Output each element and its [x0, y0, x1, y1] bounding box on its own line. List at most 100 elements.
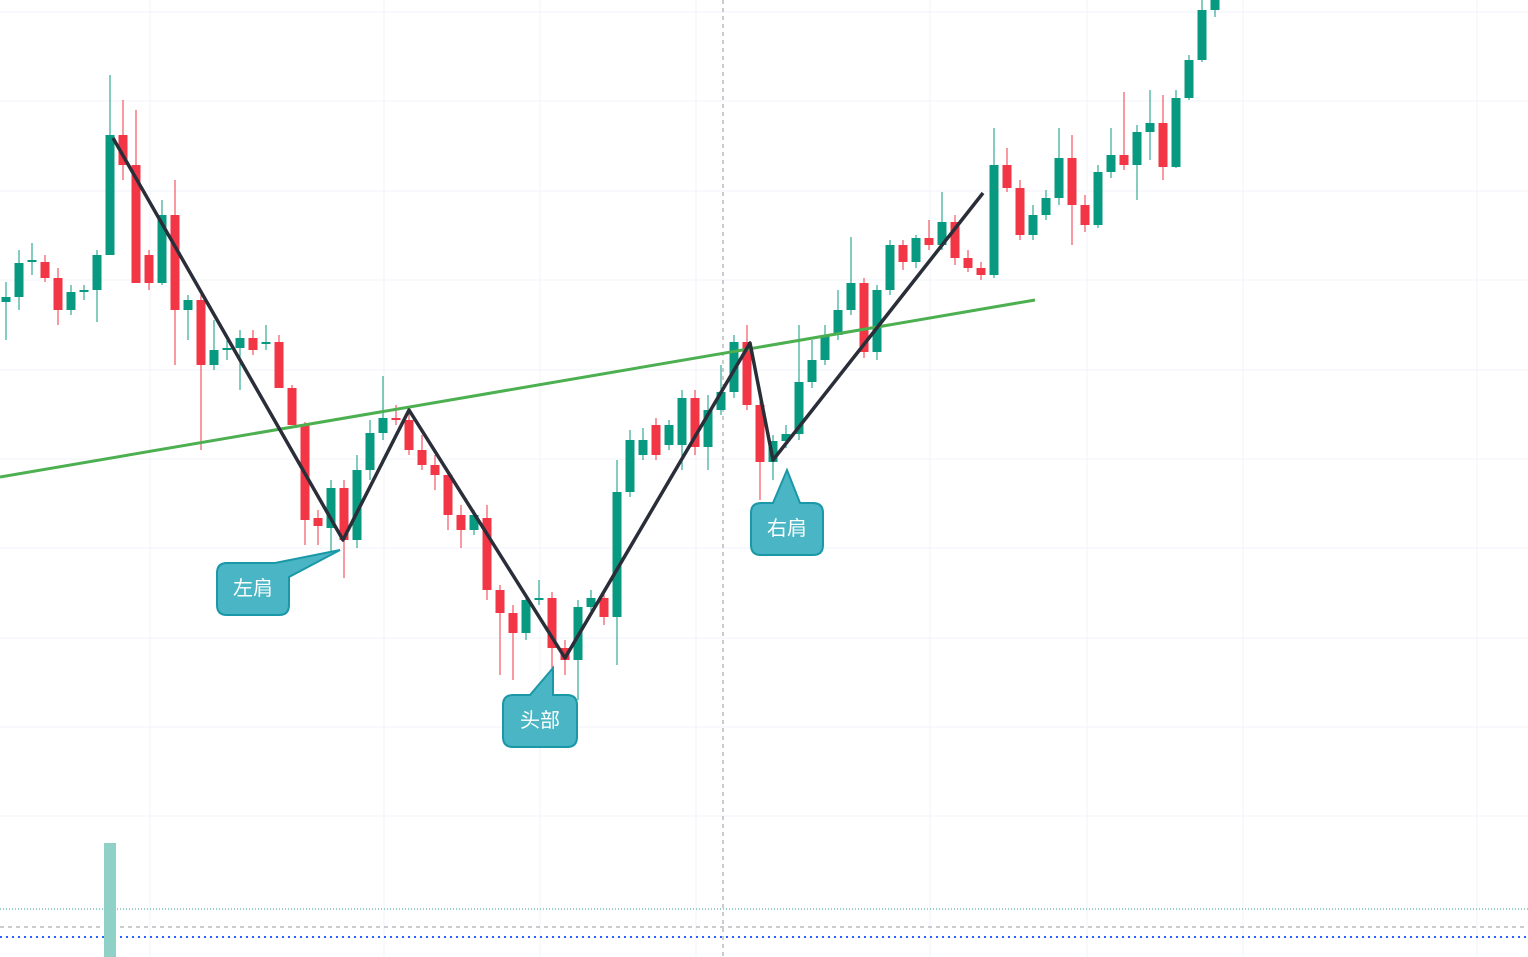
callout: 右肩: [750, 467, 824, 556]
candle-body: [651, 425, 661, 455]
candle-body: [157, 215, 167, 283]
candle-body: [950, 222, 960, 258]
candle-body: [989, 165, 999, 275]
candle-body: [183, 300, 193, 310]
candle-body: [1002, 165, 1012, 188]
neckline: [0, 298, 1036, 479]
candle-body: [495, 590, 505, 613]
candle-body: [1197, 10, 1207, 60]
candle-body: [105, 135, 115, 255]
candle-body: [1067, 158, 1077, 205]
candle-body: [456, 515, 466, 530]
candle-body: [521, 600, 531, 633]
candle-body: [599, 598, 609, 617]
candle-body: [898, 245, 908, 262]
candle-body: [846, 283, 856, 310]
candle-body: [378, 418, 388, 433]
candle-body: [508, 613, 518, 633]
candle-body: [287, 388, 297, 425]
candle-body: [872, 290, 882, 352]
candle-body: [1158, 123, 1168, 167]
candles: [1, 0, 1220, 700]
candle-body: [625, 440, 635, 492]
candle-body: [417, 450, 427, 465]
candle-body: [248, 338, 258, 350]
candle-body: [820, 335, 830, 360]
candle-body: [690, 398, 700, 447]
candle-body: [274, 342, 284, 388]
candle-body: [781, 434, 791, 441]
candle-body: [703, 410, 713, 447]
candle-body: [209, 350, 219, 365]
candle-body: [1041, 198, 1051, 215]
candle-body: [1184, 60, 1194, 98]
candle-body: [404, 420, 414, 450]
candle-body: [924, 238, 934, 245]
candle-body: [365, 433, 375, 470]
candle-body: [131, 165, 141, 283]
candle-body: [66, 292, 76, 310]
candle-body: [937, 222, 947, 245]
candle-body: [1145, 123, 1155, 132]
candle-body: [196, 300, 206, 365]
candle-body: [1171, 98, 1181, 167]
candle-body: [170, 215, 180, 310]
volume-bar: [104, 843, 116, 957]
candle-body: [1210, 0, 1220, 10]
pattern-line: [111, 137, 985, 660]
candle-body: [1132, 132, 1142, 165]
callout-label: 左肩: [233, 576, 273, 600]
candle-body: [742, 342, 752, 405]
candle-body: [235, 338, 245, 348]
candle-body: [14, 263, 24, 297]
callout-box: [216, 549, 341, 616]
candle-body: [118, 135, 128, 165]
candle-body: [430, 465, 440, 475]
candle-body: [560, 648, 570, 660]
candle-body: [40, 262, 50, 278]
candle-body: [92, 255, 102, 290]
candle-body: [1015, 188, 1025, 235]
candle-body: [859, 283, 869, 352]
callout: 头部: [502, 665, 578, 748]
candle-body: [1106, 155, 1116, 172]
candle-body: [1093, 172, 1103, 225]
candle-body: [1119, 155, 1129, 165]
candle-body: [261, 342, 271, 344]
candle-body: [222, 348, 232, 350]
candle-body: [885, 245, 895, 290]
candle-body: [638, 440, 648, 455]
candle-body: [391, 418, 401, 420]
candle-body: [339, 488, 349, 540]
candle-body: [612, 492, 622, 617]
candle-body: [586, 598, 596, 607]
callout-label: 头部: [520, 708, 560, 732]
candle-body: [1054, 158, 1064, 198]
candle-body: [313, 518, 323, 526]
candle-body: [677, 398, 687, 445]
candle-body: [469, 515, 479, 530]
candle-body: [807, 360, 817, 382]
candle-body: [963, 258, 973, 268]
candle-body: [976, 268, 986, 275]
callout-box: [750, 467, 824, 556]
candle-body: [911, 238, 921, 262]
candle-body: [794, 382, 804, 434]
candle-body: [1, 297, 11, 302]
candle-body: [547, 598, 557, 648]
candle-body: [664, 425, 674, 445]
candle-body: [326, 488, 336, 528]
candle-body: [755, 405, 765, 462]
candle-body: [53, 278, 63, 310]
candle-body: [534, 598, 544, 600]
candle-body: [1080, 205, 1090, 225]
candle-body: [27, 260, 37, 262]
candle-body: [833, 310, 843, 335]
callout-label: 右肩: [767, 516, 807, 540]
candle-body: [482, 518, 492, 590]
candle-body: [1028, 215, 1038, 235]
candle-body: [443, 475, 453, 515]
candle-body: [144, 255, 154, 283]
